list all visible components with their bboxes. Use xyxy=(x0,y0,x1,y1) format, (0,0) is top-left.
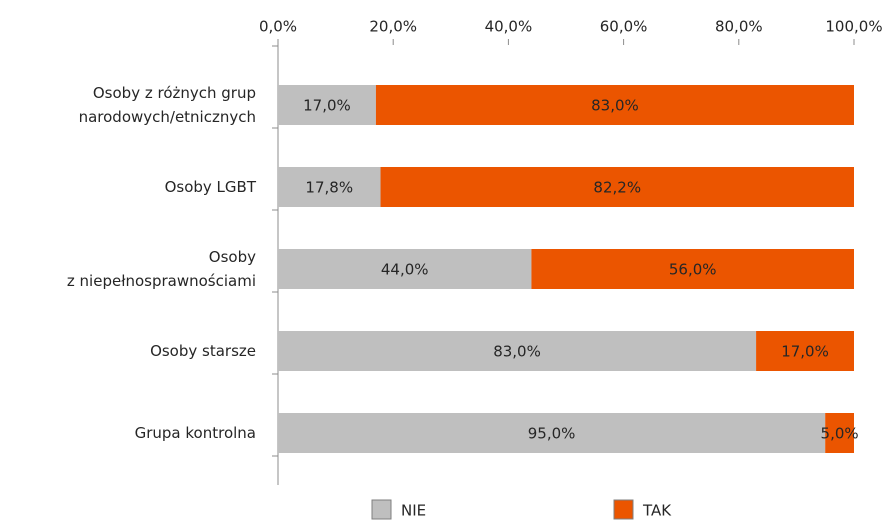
data-label: 83,0% xyxy=(591,97,639,115)
x-tick-label: 40,0% xyxy=(485,18,533,36)
bar-segment xyxy=(375,85,854,125)
x-tick-label: 20,0% xyxy=(369,18,417,36)
legend-swatch xyxy=(613,499,634,520)
bar-segment xyxy=(278,331,757,371)
data-label: 95,0% xyxy=(528,425,576,443)
bar-segment xyxy=(278,249,532,289)
y-tick-label-line: Grupa kontrolna xyxy=(135,424,256,442)
data-label: 17,0% xyxy=(781,343,829,361)
y-tick-label-line: Osoby LGBT xyxy=(165,178,257,196)
legend-label: TAK xyxy=(642,502,672,520)
data-label: 44,0% xyxy=(381,261,429,279)
bar-segment xyxy=(380,167,854,207)
data-label: 83,0% xyxy=(493,343,541,361)
data-label: 56,0% xyxy=(669,261,717,279)
y-tick-label: Osoby z niepełnosprawnościami xyxy=(67,248,256,290)
y-tick-label-line: Osoby starsze xyxy=(150,342,256,360)
data-label: 5,0% xyxy=(821,425,859,443)
y-tick-label: Osoby starsze xyxy=(150,342,256,360)
data-label: 17,0% xyxy=(303,97,351,115)
bar-segment xyxy=(278,85,376,125)
bar-segment xyxy=(278,413,826,453)
y-tick-label-line: Osoby z różnych grup xyxy=(93,84,256,102)
legend-swatch xyxy=(371,499,392,520)
x-tick-label: 0,0% xyxy=(259,18,297,36)
x-tick-label: 80,0% xyxy=(715,18,763,36)
y-tick-label: Grupa kontrolna xyxy=(135,424,256,442)
y-tick-label-line: narodowych/etnicznych xyxy=(79,108,256,126)
y-tick-label-line: z niepełnosprawnościami xyxy=(67,272,256,290)
x-tick-label: 60,0% xyxy=(600,18,648,36)
x-tick-label: 100,0% xyxy=(825,18,882,36)
y-tick-label: Osoby z różnych grup narodowych/etnicznyc… xyxy=(79,84,256,126)
bar-segment xyxy=(278,167,381,207)
data-label: 17,8% xyxy=(305,179,353,197)
legend-label: NIE xyxy=(401,502,426,520)
bar-segment xyxy=(756,331,854,371)
bar-segment xyxy=(531,249,854,289)
y-tick-label: Osoby LGBT xyxy=(165,178,257,196)
y-tick-label-line: Osoby xyxy=(209,248,256,266)
bar-segment xyxy=(825,413,854,453)
data-label: 82,2% xyxy=(593,179,641,197)
